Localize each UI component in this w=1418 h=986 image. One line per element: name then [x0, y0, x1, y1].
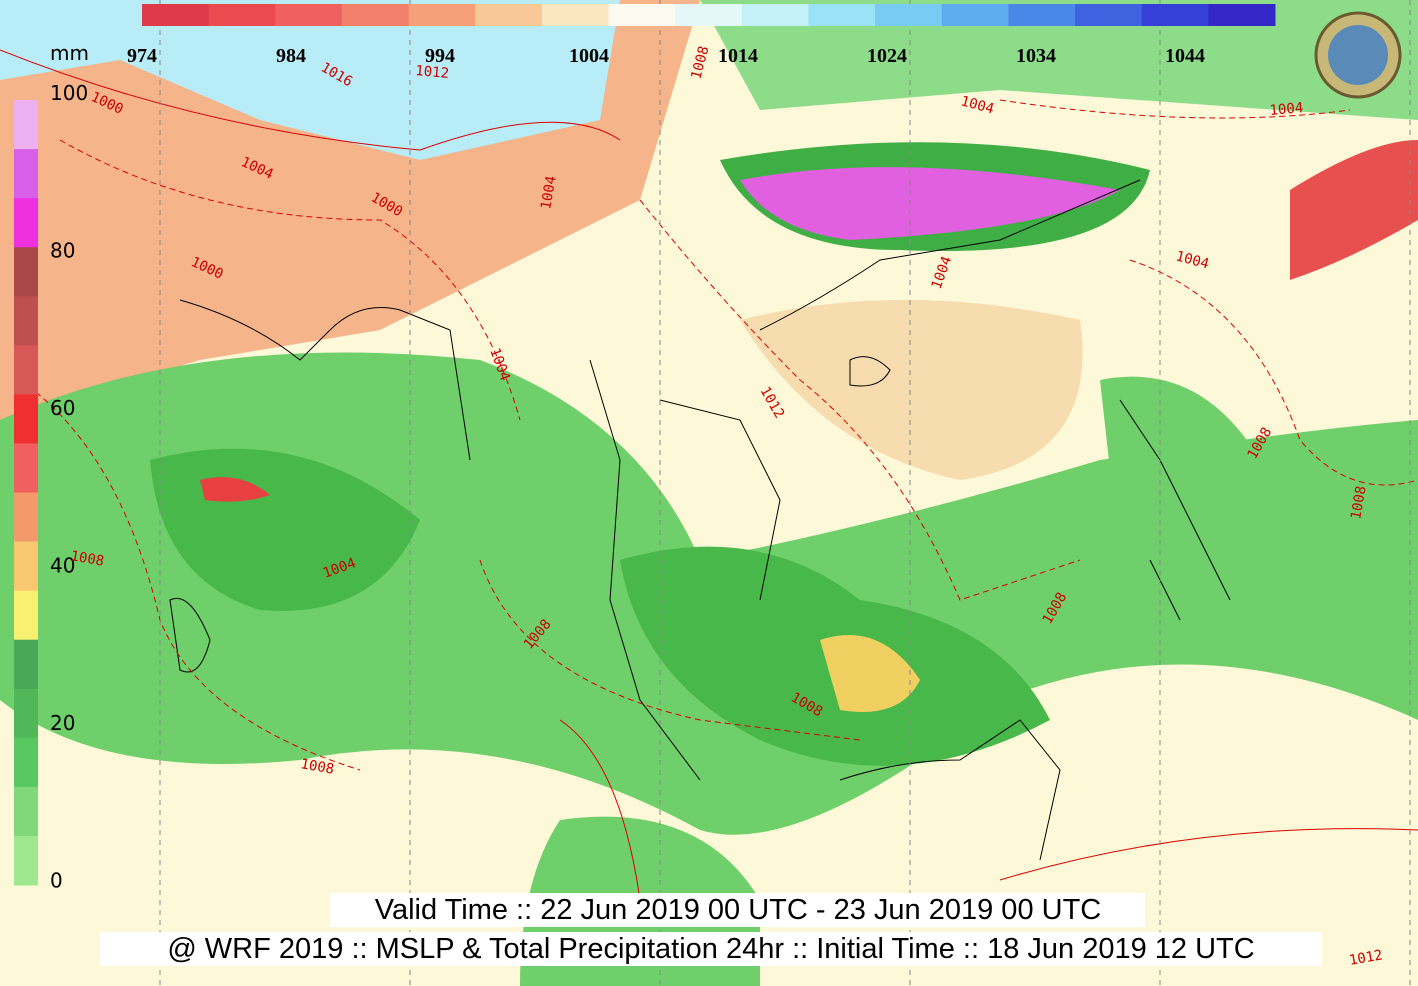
precip-color — [14, 296, 38, 346]
pressure-color — [675, 4, 743, 26]
pressure-label: 974 — [127, 45, 157, 67]
logo-inner — [1328, 25, 1388, 85]
pressure-label: 1034 — [1016, 45, 1056, 67]
footer-bg — [330, 893, 1145, 927]
pressure-color — [142, 4, 210, 26]
pressure-label: 1004 — [569, 45, 609, 67]
pressure-color — [541, 4, 610, 26]
pressure-color — [608, 4, 676, 26]
precip-color — [14, 492, 38, 543]
precip-label: 80 — [50, 239, 75, 263]
graticule — [159, 0, 1411, 986]
pressure-color — [275, 4, 343, 26]
footer-bg — [100, 932, 1322, 966]
precip-label: 0 — [50, 869, 63, 893]
pressure-color — [341, 4, 410, 26]
pressure-color — [808, 4, 876, 26]
precip-label: 100 — [50, 81, 88, 105]
precip-color — [14, 345, 38, 395]
valid-time: Valid Time :: 22 Jun 2019 00 UTC - 23 Ju… — [375, 894, 1101, 926]
precip-color — [14, 835, 38, 886]
precip-color — [14, 737, 38, 788]
isobars — [19, 99, 1418, 771]
precip-label: 20 — [50, 711, 75, 735]
precip-color — [14, 247, 38, 297]
pressure-label: 994 — [425, 45, 455, 67]
pressure-color — [408, 4, 476, 26]
precip-label: 60 — [50, 396, 75, 420]
precip-color — [14, 786, 38, 837]
pressure-label: 1014 — [718, 45, 758, 67]
precip-color — [14, 100, 38, 150]
isobar-label: 1008 — [299, 756, 335, 778]
coastlines — [169, 179, 1231, 861]
isobar-label: 1008 — [1348, 485, 1370, 521]
pressure-color — [875, 4, 943, 26]
precip-label: 40 — [50, 554, 75, 578]
pressure-color — [741, 4, 809, 26]
pressure-label: 984 — [276, 45, 306, 67]
precip-color — [14, 198, 38, 248]
pressure-label: 1044 — [1165, 45, 1205, 67]
isobar-label: 1008 — [69, 548, 105, 570]
isobar-label: 1004 — [538, 175, 560, 211]
model-info: @ WRF 2019 :: MSLP & Total Precipitation… — [167, 933, 1254, 965]
pressure-label: 1024 — [867, 45, 907, 67]
precip-color — [14, 541, 38, 592]
pressure-color — [1208, 4, 1276, 26]
isobars-solid — [0, 49, 1418, 901]
precip-color — [14, 639, 38, 690]
precip-color — [14, 590, 38, 641]
isobar-label: 1004 — [1269, 100, 1304, 119]
isobar-label: 1012 — [415, 63, 450, 82]
precip-color — [14, 149, 38, 199]
precip-unit: mm — [50, 41, 89, 65]
pressure-color — [1141, 4, 1209, 26]
precip-color — [14, 443, 38, 493]
pressure-color — [1008, 4, 1076, 26]
pressure-color — [1075, 4, 1143, 26]
pressure-color — [475, 4, 543, 26]
isobar-label: 1012 — [1348, 947, 1384, 969]
precip-color — [14, 394, 38, 444]
pressure-color — [208, 4, 276, 26]
precip-color — [14, 688, 38, 739]
pressure-color — [941, 4, 1009, 26]
